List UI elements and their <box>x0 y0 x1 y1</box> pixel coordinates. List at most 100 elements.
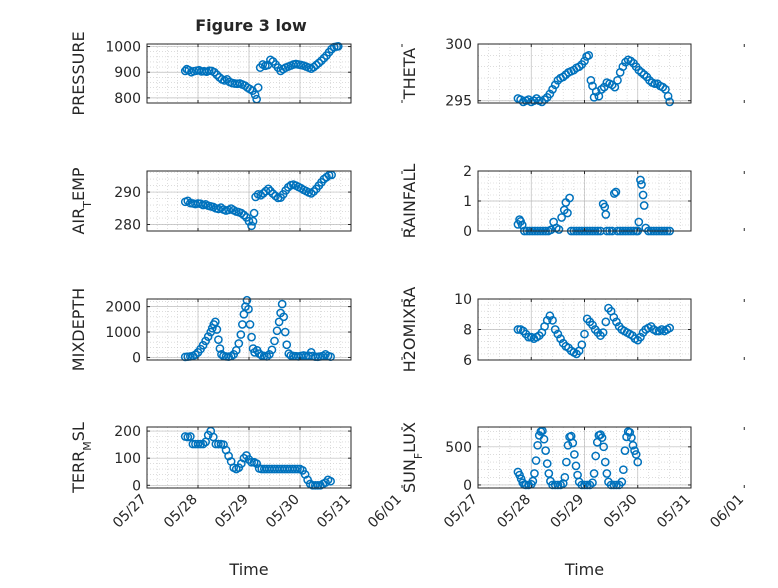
y-axis-label: TERRMSL <box>69 422 94 494</box>
data-point <box>545 89 555 99</box>
data-point <box>611 187 621 197</box>
data-point <box>618 62 628 72</box>
data-point <box>650 79 660 89</box>
data-point <box>203 332 213 341</box>
x-tick-label: 05/29 <box>212 492 252 532</box>
data-point <box>201 336 210 346</box>
data-point <box>319 53 329 63</box>
data-point <box>550 325 560 334</box>
data-point <box>591 87 601 97</box>
data-point <box>589 469 599 478</box>
data-point <box>214 439 223 449</box>
data-point <box>234 339 244 348</box>
data-point <box>321 478 330 487</box>
data-point <box>242 295 252 305</box>
y-tick-label: 295 <box>445 94 472 110</box>
data-point <box>553 329 563 339</box>
x-tick-label: 05/28 <box>161 492 201 532</box>
data-point <box>247 221 256 231</box>
data-point <box>553 480 563 490</box>
data-point <box>193 439 203 449</box>
data-point <box>311 60 321 70</box>
data-point <box>617 477 627 487</box>
y-axis-label: THETA <box>400 48 419 100</box>
data-point <box>570 450 579 459</box>
data-point <box>244 216 254 226</box>
data-point <box>636 332 645 342</box>
data-point <box>609 312 619 322</box>
data-point <box>333 41 343 51</box>
data-point <box>565 193 574 203</box>
data-point <box>198 340 208 350</box>
data-point <box>326 476 335 486</box>
data-point <box>277 299 287 309</box>
y-tick-label: 200 <box>114 424 141 440</box>
data-point <box>265 350 274 359</box>
y-axis-label: RAINFALL <box>400 164 419 239</box>
chart-panel: 0 100 200 05/27 05/28 05/29 05/30 05/31 06/01 Tim… <box>69 422 405 579</box>
data-point <box>550 80 560 90</box>
data-point <box>248 216 258 226</box>
x-tick-label: 05/30 <box>263 492 303 532</box>
figure-title: Figure 3 low <box>195 16 307 35</box>
y-tick-label: 2 <box>463 164 472 180</box>
data-point <box>524 332 533 342</box>
x-tick-label: 06/01 <box>707 492 747 532</box>
y-axis-label: PRESSURE <box>69 31 88 115</box>
data-point <box>252 459 261 468</box>
data-point <box>186 432 195 441</box>
data-point <box>245 320 255 329</box>
data-point <box>209 67 219 77</box>
y-tick-label: 800 <box>114 91 141 107</box>
data-point <box>533 440 542 450</box>
data-point <box>556 334 565 343</box>
data-point <box>264 184 273 194</box>
data-point <box>612 317 621 327</box>
data-point <box>239 453 249 463</box>
x-tick-label: 05/27 <box>110 492 150 532</box>
y-tick-label: 1 <box>463 194 472 210</box>
y-tick-label: 0 <box>132 478 141 494</box>
data-point <box>539 434 549 444</box>
y-tick-label: 0 <box>463 478 472 494</box>
data-point <box>619 465 628 475</box>
data-point <box>665 97 675 107</box>
x-tick-label: 05/27 <box>441 492 481 532</box>
y-tick-label: 6 <box>463 353 472 369</box>
y-tick-label: 1000 <box>105 325 141 341</box>
data-point <box>261 186 271 196</box>
data-point <box>620 446 630 455</box>
data-point <box>247 332 256 342</box>
y-tick-label: 300 <box>445 37 472 53</box>
data-point <box>548 480 557 490</box>
data-point <box>560 472 570 482</box>
data-point <box>602 469 612 478</box>
data-point <box>274 317 284 327</box>
data-point <box>309 187 319 196</box>
x-axis-label: Time <box>228 560 268 579</box>
data-point <box>270 336 279 346</box>
data-point <box>637 180 646 189</box>
y-tick-label: 2000 <box>105 300 141 316</box>
x-tick-label: 06/01 <box>365 492 405 532</box>
x-tick-label: 05/31 <box>314 492 354 532</box>
data-point <box>198 439 208 449</box>
chart-panel: 6 8 10 H2OMIXRA <box>400 287 745 372</box>
data-point <box>253 83 263 92</box>
data-point <box>247 457 256 467</box>
data-point <box>214 335 223 345</box>
data-point <box>586 75 596 85</box>
chart-panel: 0 1000 2000 MIXDEPTH <box>69 288 403 371</box>
data-point <box>554 225 564 234</box>
data-point <box>236 330 246 339</box>
data-point <box>212 325 222 334</box>
chart-panel: 800 900 1000 PRESSURE <box>69 31 403 116</box>
data-point <box>589 92 599 102</box>
data-point <box>284 349 294 358</box>
data-point <box>588 320 597 330</box>
data-point <box>557 213 566 222</box>
data-point <box>542 459 552 468</box>
data-point <box>215 344 225 353</box>
y-tick-label: 100 <box>114 451 141 467</box>
